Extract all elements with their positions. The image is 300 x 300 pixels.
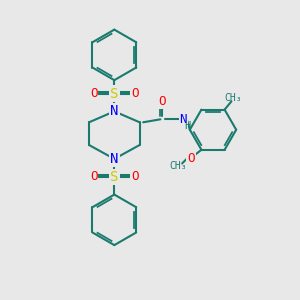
Text: O: O bbox=[90, 87, 97, 100]
Text: S: S bbox=[110, 170, 118, 184]
Text: CH₃: CH₃ bbox=[170, 161, 187, 171]
Text: N: N bbox=[179, 113, 187, 126]
Text: O: O bbox=[90, 170, 97, 183]
Text: H: H bbox=[184, 121, 191, 131]
Text: O: O bbox=[131, 87, 139, 100]
Text: CH₃: CH₃ bbox=[224, 93, 242, 103]
Text: N: N bbox=[110, 104, 118, 118]
Text: N: N bbox=[110, 152, 118, 166]
Text: O: O bbox=[131, 170, 139, 183]
Text: O: O bbox=[158, 95, 166, 108]
Text: S: S bbox=[110, 86, 118, 100]
Text: O: O bbox=[187, 152, 195, 165]
Text: N: N bbox=[110, 104, 118, 118]
